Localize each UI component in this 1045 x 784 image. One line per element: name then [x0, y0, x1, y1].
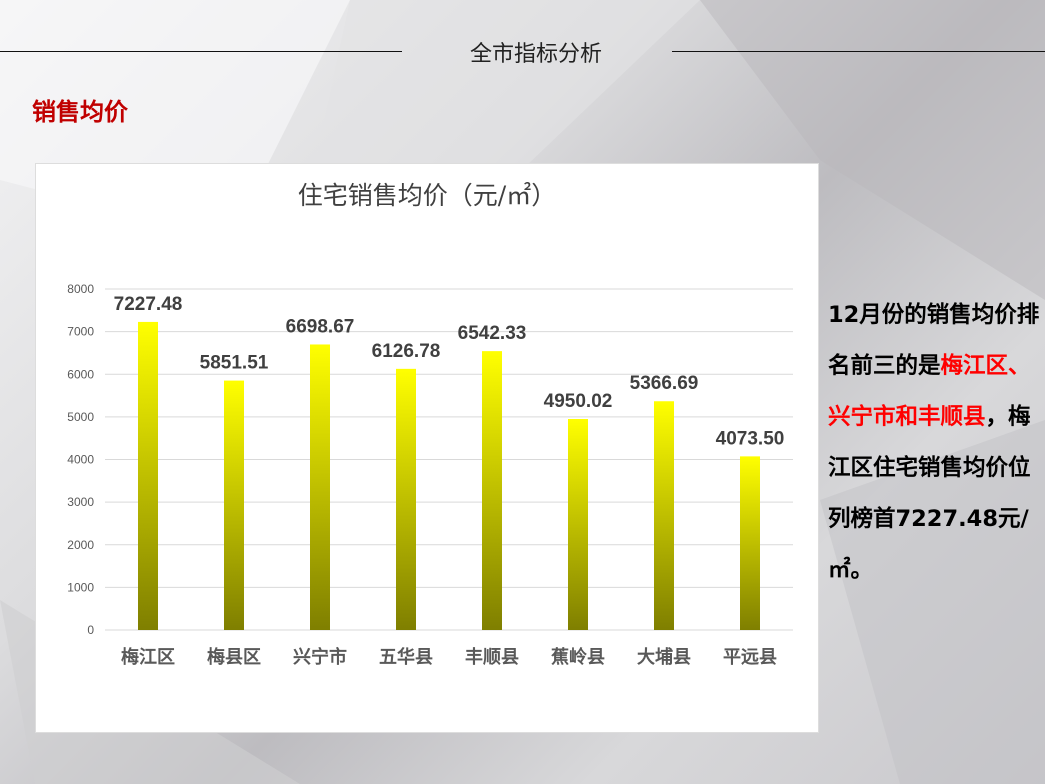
bar [310, 344, 330, 630]
y-tick-label: 4000 [67, 453, 94, 467]
chart-title: 住宅销售均价（元/㎡） [297, 181, 557, 210]
chart: 0 1000 2000 3000 4000 5000 6000 7000 8000 7227.48… [35, 163, 819, 733]
y-tick-label: 8000 [67, 282, 94, 296]
section-title: 销售均价 [32, 98, 128, 126]
data-label: 5851.51 [200, 353, 269, 374]
x-tick-label: 梅江区 [121, 646, 175, 668]
data-label: 4950.02 [544, 391, 613, 412]
bar [568, 419, 588, 630]
data-label: 7227.48 [114, 294, 183, 315]
bar [482, 351, 502, 630]
header-title: 全市指标分析 [469, 42, 602, 67]
bar [654, 401, 674, 630]
data-label: 6126.78 [372, 341, 441, 362]
summary-part1: 12月份的销售均价排名前三的是 [828, 302, 1040, 379]
y-tick-label: 1000 [67, 580, 94, 594]
x-tick-label: 蕉岭县 [551, 646, 605, 668]
bar [396, 368, 416, 630]
y-tick-label: 0 [87, 623, 94, 637]
y-tick-label: 3000 [67, 495, 94, 509]
x-tick-label: 五华县 [379, 646, 433, 668]
data-label: 4073.50 [716, 428, 785, 449]
y-tick-label: 6000 [67, 367, 94, 381]
x-tick-label: 平远县 [723, 647, 777, 668]
x-tick-label: 梅县区 [207, 646, 261, 668]
bar [740, 456, 760, 630]
y-tick-label: 2000 [67, 538, 94, 552]
data-label: 6542.33 [458, 323, 527, 344]
x-tick-label: 兴宁市 [293, 646, 347, 668]
x-tick-label: 丰顺县 [465, 646, 519, 668]
bar [138, 321, 158, 630]
y-tick-label: 7000 [67, 325, 94, 339]
summary-highlight: 梅江区、兴宁市和丰顺县 [828, 353, 1031, 430]
data-label: 6698.67 [286, 316, 355, 337]
summary-text: 12月份的销售均价排名前三的是梅江区、兴宁市和丰顺县，梅江区住宅销售均价位列榜首… [828, 290, 1040, 596]
bar [224, 380, 244, 630]
header-rule-left [0, 51, 402, 52]
y-tick-label: 5000 [67, 410, 94, 424]
data-label: 5366.69 [630, 373, 699, 394]
summary-part2: ，梅江区住宅销售均价位列榜首7227.48元/㎡。 [828, 404, 1031, 583]
chart-plot: 0 1000 2000 3000 4000 5000 6000 7000 8000 7227.48… [67, 282, 793, 668]
x-tick-label: 大埔县 [637, 646, 691, 668]
header-rule-right [672, 51, 1045, 52]
